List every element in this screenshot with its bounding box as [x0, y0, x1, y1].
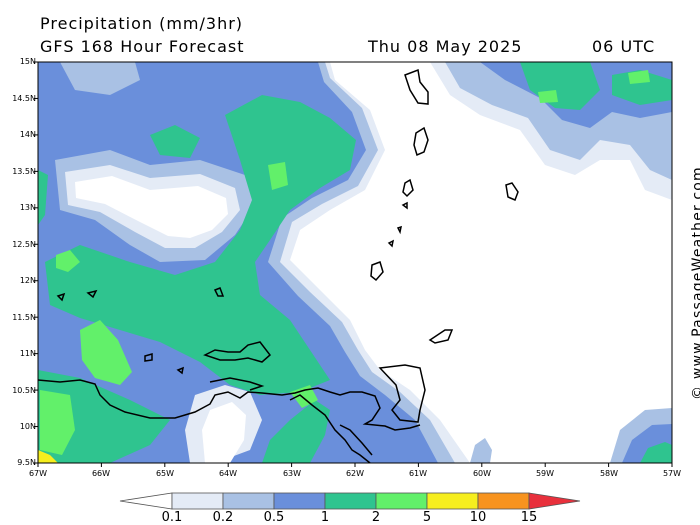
st-vincent	[402, 178, 414, 198]
lon-label: 61W	[408, 469, 428, 478]
precip-area-1-se	[640, 442, 672, 463]
map-title: Precipitation (mm/3hr)	[40, 14, 244, 33]
precip-area-5	[38, 450, 58, 463]
precip-area-2-b	[268, 162, 288, 190]
legend-arrow-left	[119, 492, 173, 510]
clear-area-north	[60, 62, 140, 95]
grenadines-1	[401, 201, 408, 210]
lon-label: 63W	[282, 469, 302, 478]
valid-time: 06 UTC	[592, 37, 656, 56]
clear-area-west-core	[75, 176, 228, 238]
legend-swatch-1	[324, 492, 377, 510]
precip-area-2-d	[40, 390, 75, 455]
lat-label: 15N	[19, 57, 36, 66]
legend-swatch-01	[171, 492, 224, 510]
legend-tick-label: 15	[520, 510, 538, 525]
legend-tick-label: 0.5	[263, 510, 285, 525]
curacao	[86, 289, 98, 299]
lat-label: 13.5N	[12, 167, 36, 176]
bonaire	[144, 353, 153, 362]
barbados	[505, 182, 519, 201]
precip-area-02-spot	[470, 438, 492, 463]
coastlines	[38, 68, 519, 463]
valid-date: Thu 08 May 2025	[368, 37, 523, 56]
trinidad	[378, 364, 426, 423]
precip-area-1-ne2	[612, 70, 672, 105]
axis-ticks	[34, 61, 673, 467]
lon-label: 57W	[662, 469, 682, 478]
precip-area-1-nw	[150, 125, 200, 158]
precip-area-1-ne	[520, 62, 600, 110]
lon-label: 58W	[599, 469, 619, 478]
tortuga	[176, 366, 185, 375]
aruba	[56, 292, 66, 302]
lon-label: 59W	[535, 469, 555, 478]
lat-label: 11N	[19, 349, 36, 358]
los-roques	[213, 287, 225, 297]
lat-label: 10N	[19, 422, 36, 431]
martinique	[404, 68, 429, 105]
precip-area-1-sw	[38, 370, 170, 463]
legend-swatch-10	[477, 492, 530, 510]
watermark: © www.PassageWeather.com	[690, 166, 700, 400]
forecast-subtitle: GFS 168 Hour Forecast	[40, 37, 245, 56]
legend-swatch-02	[222, 492, 275, 510]
grenadines-2	[396, 225, 402, 235]
lon-label: 64W	[218, 469, 238, 478]
venezuela-coast	[38, 379, 421, 431]
lat-label: 9.5N	[17, 458, 36, 467]
lat-label: 10.5N	[12, 386, 36, 395]
lat-label: 14.5N	[12, 94, 36, 103]
legend-colorbar	[119, 492, 581, 510]
precip-area-2-e	[538, 90, 558, 103]
legend-swatch-5	[426, 492, 479, 510]
grenadines-3	[387, 239, 395, 248]
precip-area-2-f	[290, 385, 318, 408]
legend-tick-label: 1	[320, 510, 330, 525]
legend-tick-label: 0.2	[212, 510, 234, 525]
legend-swatch-05	[273, 492, 326, 510]
precip-area-1-trinidad	[262, 400, 330, 463]
lat-label: 12.5N	[12, 240, 36, 249]
legend-arrow-right	[528, 492, 581, 510]
st-lucia	[413, 126, 429, 157]
orinoco-delta-2	[339, 424, 373, 456]
lat-label: 13N	[19, 203, 36, 212]
legend-swatch-2	[375, 492, 428, 510]
legend-tick-label: 2	[371, 510, 381, 525]
precip-area-1-west	[38, 170, 48, 225]
legend-tick-label: 10	[469, 510, 487, 525]
lat-label: 14N	[19, 130, 36, 139]
lon-label: 60W	[472, 469, 492, 478]
orinoco-delta	[289, 394, 371, 463]
legend-tick-label: 0.1	[161, 510, 183, 525]
tobago	[428, 329, 454, 344]
precip-area-2-c	[56, 250, 80, 272]
lon-label: 67W	[28, 469, 48, 478]
lat-label: 12N	[19, 276, 36, 285]
margarita-island	[203, 341, 272, 363]
legend-tick-label: 5	[422, 510, 432, 525]
precip-area-2-a	[80, 320, 132, 385]
lon-label: 62W	[345, 469, 365, 478]
clear-area-south-core	[202, 402, 246, 463]
lon-label: 66W	[91, 469, 111, 478]
precip-area-2-g	[628, 70, 650, 84]
lon-label: 65W	[155, 469, 175, 478]
grenada	[370, 261, 384, 282]
precip-field	[38, 62, 672, 463]
lat-label: 11.5N	[12, 313, 36, 322]
paria-peninsula	[209, 377, 265, 391]
